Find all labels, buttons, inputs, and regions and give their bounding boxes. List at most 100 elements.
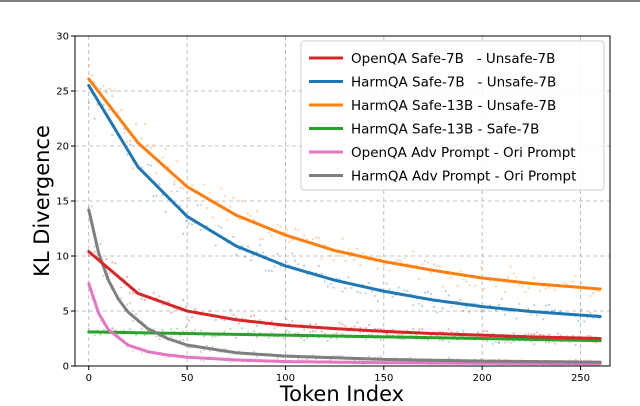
scatter-point [120,296,123,300]
scatter-point [485,340,489,343]
scatter-point [583,320,586,323]
scatter-point [173,180,176,183]
scatter-point [311,238,315,241]
scatter-point [547,341,551,344]
scatter-point [533,304,536,307]
scatter-point [93,117,96,120]
x-tick-label: 100 [276,373,295,384]
scatter-point [282,336,285,340]
scatter-point [518,302,521,305]
scatter-point [255,336,259,339]
scatter-point [241,200,244,203]
legend: OpenQA Safe-7B - Unsafe-7B HarmQA Safe-7B… [300,40,605,191]
series-line [87,84,602,318]
scatter-point [123,329,126,332]
scatter-point [329,282,332,286]
scatter-point [311,329,315,333]
scatter-point [182,338,185,342]
scatter-point [105,258,108,261]
scatter-point [373,294,377,297]
scatter-point [379,255,382,258]
scatter-point [379,355,382,358]
scatter-point [305,273,309,276]
scatter-point [152,143,155,146]
scatter-point [303,234,306,237]
series-line [87,330,602,343]
scatter-point [474,284,477,288]
scatter-point [326,339,329,342]
scatter-point [359,291,362,294]
scatter-point [338,321,341,325]
scatter-point [90,74,93,77]
scatter-point [158,295,161,298]
scatter-point [468,310,471,313]
scatter-point [553,309,557,312]
scatter-point [370,290,374,293]
x-tick-label: 200 [473,373,492,384]
scatter-point [137,288,141,291]
legend-entry: HarmQA Adv Prompt - Ori Prompt [351,169,576,185]
scatter-point [87,327,90,331]
scatter-point [598,290,601,293]
scatter-point [450,305,453,308]
scatter-point [421,328,424,331]
scatter-point [205,206,208,210]
scatter-point [412,327,415,331]
scatter-point [491,342,495,345]
scatter-point [571,280,574,283]
scatter-point [87,280,90,283]
scatter-point [477,331,480,334]
scatter-point [111,94,114,98]
scatter-point [134,123,138,126]
scatter-point [128,328,132,331]
scatter-point [432,263,436,266]
scatter-point [264,269,267,272]
x-tick-label: 0 [86,373,92,384]
scatter-point [176,160,179,163]
scatter-point [412,250,415,253]
scatter-point [258,237,261,240]
scatter-point [123,127,126,131]
scatter-point [202,335,205,338]
scatter-point [494,285,498,288]
scatter-point [391,295,394,298]
scatter-point [232,313,235,316]
scatter-point [527,332,530,335]
scatter-point [111,261,114,264]
scatter-point [167,356,170,359]
scatter-point [515,317,518,320]
scatter-point [379,327,382,331]
scatter-point [131,349,135,353]
scatter-point [559,310,562,313]
scatter-point [344,287,347,290]
scatter-point [385,282,388,285]
scatter-point [365,292,368,295]
scatter-point [179,186,182,190]
x-tick-label: 50 [181,373,194,384]
scatter-point [483,329,486,332]
scatter-point [320,330,323,333]
scatter-point [158,337,161,341]
scatter-point [182,187,185,190]
scatter-point [208,191,211,194]
scatter-point [235,336,238,339]
scatter-point [102,85,105,88]
scatter-point [562,281,565,284]
scatter-point [429,271,433,274]
scatter-point [542,318,545,321]
scatter-point [547,303,551,307]
series-lines [87,77,602,366]
scatter-point [429,292,433,295]
scatter-point [99,333,102,336]
scatter-point [273,265,276,268]
scatter-point [288,330,291,333]
scatter-point [503,313,506,316]
scatter-point [120,108,123,111]
scatter-point [441,339,444,342]
scatter-point [303,264,306,267]
scatter-point [418,277,421,281]
scatter-point [114,262,117,265]
scatter-point [167,300,170,303]
scatter-point [291,252,294,255]
scatter-point [524,333,527,336]
